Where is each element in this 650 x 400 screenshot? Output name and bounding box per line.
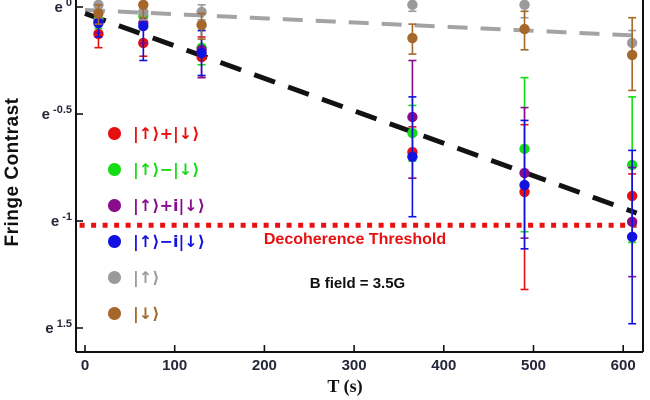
- x-tick-label: 100: [162, 357, 188, 374]
- legend-marker-icon: [108, 306, 121, 320]
- legend-item: |↑⟩: [108, 265, 160, 289]
- data-point: [519, 179, 530, 191]
- bfield-annotation: B field = 3.5G: [309, 275, 406, 292]
- legend-marker-icon: [108, 198, 121, 212]
- data-point: [407, 0, 418, 11]
- y-tick-label: e -1: [50, 211, 72, 230]
- data-point: [196, 47, 207, 59]
- y-tick-label: e 1.5: [45, 318, 72, 337]
- x-tick-label: 600: [610, 357, 636, 374]
- legend-marker-icon: [108, 126, 121, 140]
- decoherence-threshold-label: Decoherence Threshold: [263, 231, 447, 248]
- data-point: [407, 151, 418, 162]
- x-tick-label: 200: [251, 357, 277, 374]
- series-4: [93, 0, 638, 55]
- legend-label: |↑⟩+i|↓⟩: [133, 195, 206, 215]
- data-point: [626, 49, 638, 61]
- legend-label: |↑⟩: [133, 267, 160, 287]
- data-point: [196, 19, 207, 31]
- data-point: [138, 0, 149, 11]
- series-5: [93, 0, 638, 92]
- data-point: [407, 32, 418, 44]
- legend-marker-icon: [108, 162, 121, 176]
- legend-marker-icon: [108, 270, 121, 284]
- superposition-fit-line: [84, 11, 638, 216]
- legend-item: |↑⟩+i|↓⟩: [108, 193, 205, 217]
- legend-label: |↓⟩: [133, 303, 160, 323]
- data-point: [626, 231, 638, 243]
- legend-item: |↑⟩−i|↓⟩: [108, 229, 205, 253]
- x-tick-label: 0: [80, 357, 90, 374]
- data-point: [519, 0, 530, 11]
- spin-state-fit-line: [84, 7, 644, 38]
- y-tick-label: e -0.5: [41, 104, 72, 123]
- x-tick-label: 300: [341, 357, 367, 374]
- y-tick-label: e 0: [54, 0, 72, 16]
- legend-item: |↑⟩+|↓⟩: [108, 121, 200, 145]
- legend-label: |↑⟩−|↓⟩: [133, 159, 200, 179]
- legend-label: |↑⟩+|↓⟩: [133, 123, 200, 143]
- legend-marker-icon: [108, 234, 121, 248]
- legend-item: |↑⟩−|↓⟩: [108, 157, 200, 181]
- legend-item: |↓⟩: [108, 301, 160, 325]
- x-tick-label: 400: [431, 357, 457, 374]
- data-point: [519, 23, 530, 35]
- data-point: [196, 6, 207, 18]
- legend-label: |↑⟩−i|↓⟩: [133, 231, 206, 251]
- x-tick-label: 500: [520, 357, 547, 374]
- data-point: [138, 20, 149, 32]
- data-point: [93, 8, 104, 19]
- x-axis-label: T (s): [327, 376, 363, 396]
